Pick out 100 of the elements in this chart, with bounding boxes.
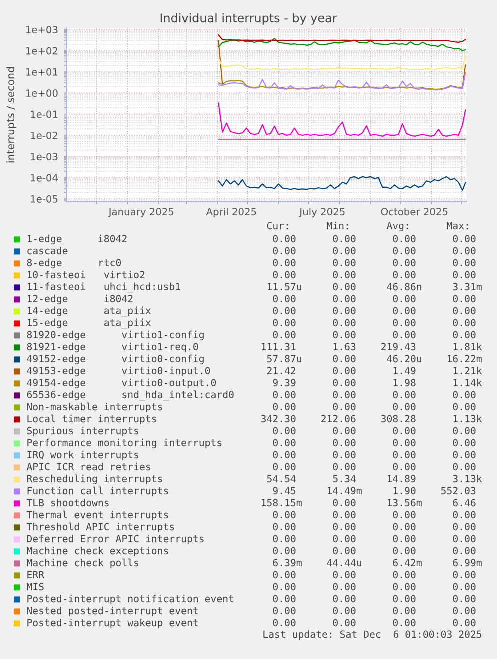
text: 9.45 bbox=[273, 487, 296, 495]
legend-label: Threshold APIC interrupts bbox=[26, 522, 174, 532]
text: 0.00 bbox=[393, 523, 416, 531]
text: 0.00 bbox=[453, 547, 476, 555]
text: 13.56m bbox=[388, 499, 422, 507]
text: Min: bbox=[327, 222, 348, 230]
text: 0.00 bbox=[333, 535, 356, 543]
text: 0.00 bbox=[453, 607, 476, 615]
legend-label: 49154-edge virtio0-output.0 bbox=[27, 378, 216, 389]
legend-label: Rescheduling interrupts bbox=[27, 474, 162, 485]
legend-label: MIS bbox=[27, 583, 44, 591]
text: Avg: bbox=[386, 222, 408, 232]
text: 0.00 bbox=[273, 271, 296, 279]
text: 0.00 bbox=[273, 451, 296, 459]
text: 0.00 bbox=[333, 247, 356, 255]
y-axis-title: interrupts / second bbox=[6, 67, 16, 163]
legend-label: Machine check exceptions bbox=[27, 546, 168, 556]
text: 1.49 bbox=[394, 367, 416, 375]
text: 14.49m bbox=[328, 487, 362, 495]
text: 6.39m bbox=[273, 559, 302, 567]
text: 552.03 bbox=[441, 487, 476, 495]
text: 0.00 bbox=[273, 439, 296, 447]
legend-label: 11-fasteoi uhci_hcd:usb1 bbox=[28, 282, 180, 293]
legend-label: 14-edge ata_piix bbox=[28, 306, 152, 317]
legend-label: ERR bbox=[28, 571, 45, 578]
y-tick-label: 1e-05 bbox=[31, 195, 58, 203]
line-series bbox=[218, 38, 466, 52]
text: 1.14k bbox=[454, 378, 482, 386]
y-tick-label: 1e+01 bbox=[26, 68, 58, 76]
text: 0.00 bbox=[453, 307, 476, 315]
line-series bbox=[218, 102, 466, 138]
text: 0.00 bbox=[453, 247, 476, 255]
text: Cur: bbox=[267, 222, 288, 230]
text: 0.00 bbox=[333, 427, 356, 435]
text: 0.00 bbox=[333, 295, 356, 303]
text: 6.46 bbox=[453, 499, 476, 507]
text: 0.00 bbox=[273, 607, 296, 615]
x-tick-label: January 2025 bbox=[108, 208, 174, 218]
text: 0.00 bbox=[333, 235, 356, 243]
text: 0.00 bbox=[453, 511, 476, 519]
line-series bbox=[218, 34, 466, 43]
text: 54.54 bbox=[267, 475, 296, 483]
text: 0.00 bbox=[453, 319, 476, 327]
text: 0.00 bbox=[273, 331, 296, 339]
text: 16.22m bbox=[448, 355, 482, 363]
text: 0.00 bbox=[453, 331, 476, 339]
y-tick-label: 1e+03 bbox=[26, 26, 58, 34]
text: 0.00 bbox=[393, 619, 416, 627]
text: 0.00 bbox=[393, 331, 416, 339]
text: 0.00 bbox=[393, 259, 416, 267]
text: 0.00 bbox=[333, 607, 356, 615]
text: 0.00 bbox=[453, 571, 476, 579]
text: 0.00 bbox=[333, 583, 356, 591]
legend-label: Non-maskable interrupts bbox=[27, 402, 162, 412]
text: 308.28 bbox=[381, 415, 416, 423]
text: 0.00 bbox=[333, 511, 356, 519]
text: 0.00 bbox=[273, 319, 296, 327]
text: 0.00 bbox=[393, 319, 416, 327]
text: 0.00 bbox=[273, 307, 296, 315]
legend-label: Deferred Error APIC interrupts bbox=[27, 534, 204, 544]
legend-label: Function call interrupts bbox=[28, 486, 168, 496]
text: 0.00 bbox=[453, 463, 476, 471]
text: 0.00 bbox=[333, 439, 356, 447]
text: 0.00 bbox=[393, 511, 416, 519]
legend-label: 10-fasteoi virtio2 bbox=[28, 270, 145, 279]
text: 0.00 bbox=[393, 463, 416, 471]
text: 0.00 bbox=[273, 403, 296, 411]
text: 3.31m bbox=[453, 283, 482, 291]
x-tick-label: October 2025 bbox=[381, 208, 448, 216]
text: 0.00 bbox=[393, 451, 416, 459]
text: 3.13k bbox=[453, 474, 482, 483]
legend-label: Machine check polls bbox=[27, 558, 139, 568]
legend-label: 49153-edge virtio0-input.0 bbox=[27, 366, 210, 377]
text: 0.00 bbox=[333, 367, 356, 375]
text: 0.00 bbox=[393, 247, 416, 255]
text: 0.00 bbox=[333, 451, 356, 459]
text: 5.34 bbox=[333, 475, 356, 483]
text: 0.00 bbox=[333, 271, 356, 279]
text: 1.90 bbox=[394, 487, 416, 495]
text: 0.00 bbox=[393, 583, 416, 591]
text: 0.00 bbox=[453, 235, 476, 243]
text: 0.00 bbox=[453, 391, 476, 399]
text: 219.43 bbox=[382, 343, 416, 351]
text: 0.00 bbox=[273, 391, 296, 399]
legend-label: Local timer interrupts bbox=[28, 414, 156, 424]
text: 0.00 bbox=[273, 235, 296, 243]
text: 0.00 bbox=[453, 535, 476, 543]
text: 0.00 bbox=[333, 523, 356, 531]
text: Last update: Sat Dec 6 01:00:03 2025 bbox=[264, 630, 482, 640]
text: 0.00 bbox=[333, 403, 356, 411]
text: 0.00 bbox=[273, 259, 296, 267]
text: 6.42m bbox=[393, 559, 422, 567]
text: 0.00 bbox=[273, 595, 296, 603]
text: 0.00 bbox=[393, 271, 416, 279]
text: 0.00 bbox=[273, 619, 296, 627]
text: 0.00 bbox=[273, 523, 296, 531]
text: Max: bbox=[447, 222, 468, 230]
legend-label: 15-edge ata_piix bbox=[28, 318, 152, 329]
text: 0.00 bbox=[453, 523, 476, 531]
text: 0.00 bbox=[333, 259, 356, 267]
